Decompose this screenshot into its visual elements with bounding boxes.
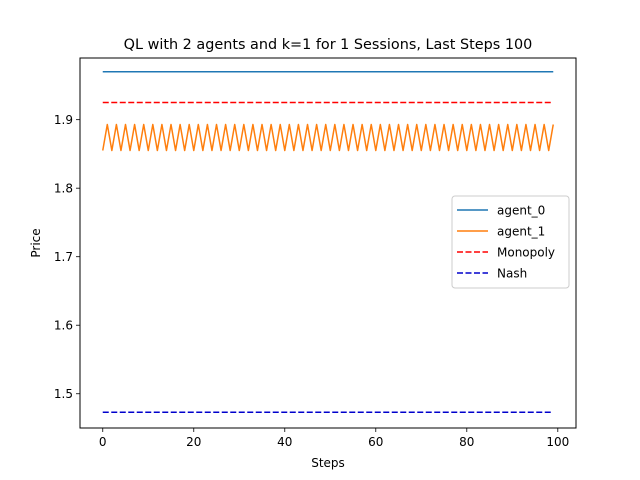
y-tick-label: 1.9: [54, 113, 73, 127]
y-tick-label: 1.8: [54, 182, 73, 196]
x-tick-label: 20: [186, 435, 201, 449]
y-tick-label: 1.5: [54, 387, 73, 401]
legend-label: Monopoly: [497, 246, 555, 260]
x-tick-label: 80: [459, 435, 474, 449]
x-tick-label: 40: [277, 435, 292, 449]
y-tick-label: 1.7: [54, 250, 73, 264]
x-tick-label: 0: [99, 435, 107, 449]
chart-title: QL with 2 agents and k=1 for 1 Sessions,…: [124, 37, 533, 53]
x-tick-label: 60: [368, 435, 383, 449]
y-tick-label: 1.6: [54, 319, 73, 333]
y-axis-label: Price: [29, 228, 43, 257]
legend-label: Nash: [497, 267, 527, 281]
legend-label: agent_0: [497, 204, 545, 218]
legend-box: [451, 195, 570, 289]
x-axis-label: Steps: [311, 456, 345, 470]
legend: agent_0 agent_1 Monopoly Nash: [451, 195, 570, 289]
plot-area-frame: [79, 57, 577, 429]
series-line-agent-1: [102, 123, 554, 152]
x-tick-label: 100: [546, 435, 569, 449]
legend-label: agent_1: [497, 225, 545, 239]
